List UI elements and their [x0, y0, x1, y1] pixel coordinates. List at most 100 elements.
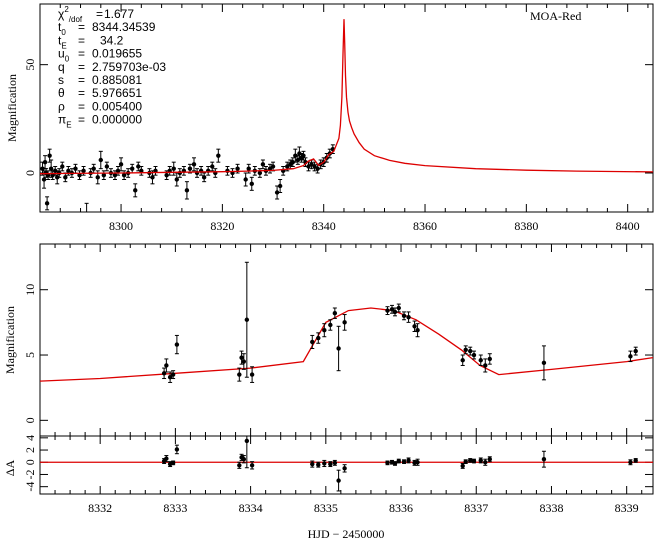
res-data-point	[170, 460, 176, 466]
x-axis-label: HJD − 2450000	[308, 527, 385, 541]
top-data-point	[174, 177, 179, 182]
top-data-point	[235, 166, 240, 171]
res-data-point	[164, 456, 169, 461]
top-data-point	[216, 153, 221, 158]
param-eq: =	[78, 20, 85, 34]
res-data-point	[401, 459, 407, 464]
res-data-point	[244, 438, 250, 444]
top-data-point	[293, 153, 298, 158]
mid-data-point	[483, 363, 488, 368]
mid-data-point	[628, 354, 633, 359]
mid-data-point	[336, 346, 341, 351]
param-symbol: tE	[58, 33, 67, 50]
mid-ytick-label: 5	[23, 352, 37, 358]
top-data-point	[130, 166, 135, 171]
top-data-point	[115, 168, 121, 174]
top-data-point	[52, 168, 58, 174]
mid-data-point	[406, 314, 411, 320]
middle-panel: 0 5 10 Magnification	[3, 243, 654, 437]
top-ytick-label: 0	[23, 170, 37, 176]
top-data-point	[98, 157, 103, 163]
param-value: 34.2	[100, 33, 124, 47]
mid-data-point	[249, 372, 255, 377]
top-data-point	[210, 164, 215, 169]
param-symbol: u0	[58, 47, 70, 64]
middle-ylabel: Magnification	[3, 306, 17, 374]
top-data-point	[55, 175, 60, 180]
top-data-point	[63, 175, 68, 180]
top-data-point	[171, 166, 176, 171]
res-data-point	[316, 462, 321, 467]
top-data-point	[285, 164, 290, 169]
res-xtick-label: 8337	[464, 501, 488, 515]
mid-data-point	[468, 348, 473, 354]
param-eq: =	[78, 60, 85, 74]
residual-ylabel: ΔA	[3, 459, 17, 476]
top-data-point	[277, 183, 283, 189]
res-data-point	[336, 478, 341, 483]
res-xtick-label: 8334	[239, 501, 263, 515]
top-data-point	[312, 164, 317, 169]
res-xtick-label: 8338	[539, 501, 563, 515]
param-value: 8344.34539	[92, 20, 156, 34]
res-data-point	[342, 466, 347, 471]
res-data-point	[237, 463, 242, 468]
mid-data-point	[241, 359, 247, 364]
top-data-point	[260, 162, 266, 167]
param-sub: E	[66, 121, 71, 130]
top-data-point	[225, 168, 230, 174]
top-data-point	[246, 166, 251, 171]
top-data-point	[306, 164, 311, 169]
param-value: 2.759703e-03	[92, 60, 166, 74]
top-xtick-label: 8360	[413, 219, 437, 233]
top-data-point	[41, 177, 47, 182]
top-frame	[39, 3, 654, 213]
mid-data-point	[415, 328, 420, 333]
top-data-point	[104, 164, 110, 169]
param-eq: =	[78, 113, 85, 127]
res-xtick-label: 8339	[615, 501, 639, 515]
res-data-point	[468, 458, 473, 463]
res-data-point	[406, 458, 411, 463]
mid-data-point	[322, 328, 327, 333]
top-data-point	[270, 164, 276, 169]
res-xtick-label: 8333	[163, 501, 187, 515]
top-data-point	[267, 166, 273, 171]
res-data-point	[328, 461, 333, 467]
res-data-point	[463, 459, 468, 464]
res-data-point	[541, 457, 547, 462]
top-data-point	[121, 172, 127, 178]
top-data-point	[274, 190, 280, 195]
mid-data-point	[471, 352, 477, 358]
res-data-point	[478, 458, 483, 463]
res-ytick-label: 2	[23, 447, 37, 453]
param-symbol: θ	[58, 86, 65, 100]
mid-data-point	[164, 363, 169, 368]
param-value: 0.000000	[92, 113, 142, 127]
res-data-point	[249, 463, 255, 468]
top-xtick-label: 8400	[616, 219, 640, 233]
res-data-point	[174, 447, 180, 452]
mid-data-point	[463, 347, 468, 352]
top-data-point	[73, 166, 78, 171]
top-xtick-label: 8380	[514, 219, 538, 233]
param-sub: 0	[61, 28, 66, 37]
mid-data-point	[541, 360, 547, 366]
param-eq: =	[78, 73, 85, 87]
res-ytick-label: -2	[23, 469, 37, 479]
top-data-point	[44, 201, 50, 206]
param-value: 1.677	[104, 7, 134, 21]
top-data-point	[77, 172, 82, 178]
res-data-point	[392, 461, 398, 466]
top-data-point	[184, 188, 190, 193]
mid-data-point	[385, 308, 390, 313]
mid-data-point	[633, 348, 638, 354]
param-value: 0.005400	[92, 99, 142, 113]
top-data-point	[112, 172, 118, 178]
mid-data-point	[460, 358, 465, 363]
top-data-point	[187, 166, 193, 171]
res-xtick-label: 8335	[314, 501, 338, 515]
param-sup: 2	[64, 5, 69, 14]
top-data-point	[40, 166, 45, 171]
